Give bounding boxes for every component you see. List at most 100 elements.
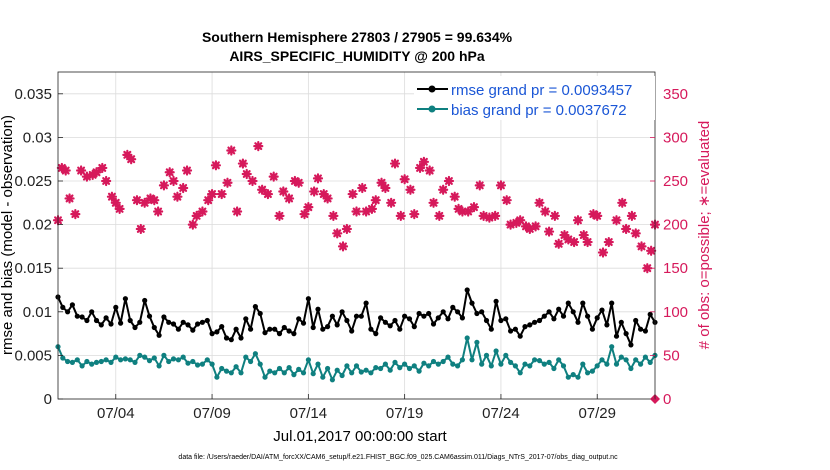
bias-point: [69, 359, 75, 365]
obs-point: [122, 149, 133, 160]
obs-point: [312, 173, 324, 184]
bias-point: [479, 361, 485, 367]
bias-point: [137, 352, 143, 358]
y-left-tick-label: 0.035: [14, 86, 52, 103]
obs-point: [449, 191, 460, 202]
bias-point: [175, 357, 181, 363]
rmse-point: [363, 300, 369, 306]
y-right-tick-label: 300: [663, 129, 688, 146]
bias-point: [382, 361, 388, 367]
bias-point: [170, 356, 177, 362]
rmse-point: [421, 313, 427, 319]
obs-point: [97, 162, 108, 174]
obs-point: [303, 202, 314, 213]
rmse-point: [209, 331, 215, 337]
rmse-point: [180, 319, 186, 325]
bias-point: [560, 363, 567, 369]
rmse-point: [623, 331, 629, 337]
rmse-point: [339, 309, 345, 315]
rmse-point: [474, 310, 480, 317]
x-tick-label: 07/19: [386, 405, 424, 422]
rmse-point: [93, 317, 100, 324]
bias-point: [113, 354, 119, 360]
obs-point: [172, 191, 183, 202]
legend-rmse-label: rmse grand pr = 0.0093457: [451, 82, 632, 99]
obs-point: [158, 180, 170, 191]
x-axis: 07/04 07/09 07/14 07/19 07/24 07/29: [97, 394, 616, 422]
rmse-point: [257, 310, 263, 317]
bias-point: [353, 363, 360, 369]
bias-point: [421, 360, 427, 366]
bias-point: [358, 369, 364, 375]
rmse-point: [349, 328, 355, 334]
obs-point: [617, 197, 628, 208]
obs-point: [553, 238, 564, 249]
bias-point: [161, 352, 167, 358]
obs-point: [540, 206, 551, 217]
bias-point: [363, 367, 369, 373]
bias-point: [397, 365, 403, 371]
rmse-point: [440, 309, 446, 315]
rmse-point: [556, 306, 562, 312]
rmse-point: [325, 324, 331, 330]
rmse-point: [84, 317, 90, 324]
bias-point: [195, 362, 201, 368]
rmse-point: [402, 313, 408, 319]
rmse-point: [238, 335, 244, 341]
bias-point: [493, 348, 499, 354]
rmse-point: [137, 319, 143, 325]
obs-point: [197, 206, 208, 217]
obs-point: [443, 175, 455, 187]
rmse-point: [613, 333, 620, 339]
obs-point: [110, 197, 121, 208]
rmse-point: [103, 315, 109, 321]
bias-point: [118, 357, 124, 363]
obs-point: [636, 241, 647, 252]
rmse-point: [122, 296, 128, 302]
bias-point: [455, 363, 461, 369]
obs-point: [60, 165, 71, 176]
bias-point: [445, 354, 451, 360]
bias-point: [252, 351, 258, 357]
rmse-point: [503, 316, 509, 322]
obs-point: [399, 174, 410, 185]
bias-series: [55, 335, 658, 383]
obs-point: [474, 180, 485, 191]
bias-point: [589, 368, 596, 374]
bias-point: [638, 361, 644, 367]
rmse-point: [450, 304, 456, 310]
chart-subtitle: AIRS_SPECIFIC_HUMIDITY @ 200 hPa: [229, 48, 485, 64]
rmse-point: [599, 307, 605, 313]
bias-point: [334, 367, 340, 373]
obs-point: [126, 154, 137, 165]
bias-point: [142, 354, 148, 360]
rmse-point: [397, 326, 403, 332]
x-tick-label: 07/04: [97, 405, 135, 422]
bias-point: [378, 365, 384, 372]
obs-point: [357, 182, 368, 194]
plot-area: [58, 72, 655, 399]
legend-box: [414, 76, 655, 120]
bias-point: [416, 368, 422, 374]
obs-point: [283, 193, 295, 204]
bias-point: [406, 365, 413, 372]
rmse-point: [536, 317, 543, 324]
obs-point: [424, 165, 435, 176]
obs-point: [597, 247, 609, 258]
obs-point: [139, 197, 150, 208]
obs-point: [603, 236, 614, 248]
bias-point: [199, 361, 205, 367]
bias-point: [556, 357, 562, 363]
obs-point: [370, 195, 381, 206]
rmse-point: [69, 302, 75, 308]
y-right-tick-label: 0: [663, 391, 671, 408]
obs-point: [376, 177, 387, 188]
obs-point: [222, 177, 233, 188]
obs-point: [309, 186, 320, 197]
rmse-point: [195, 321, 201, 327]
obs-point: [490, 210, 501, 221]
bias-point: [633, 357, 639, 363]
bias-point: [580, 361, 586, 367]
bias-point: [267, 368, 273, 374]
bias-point: [426, 363, 432, 369]
